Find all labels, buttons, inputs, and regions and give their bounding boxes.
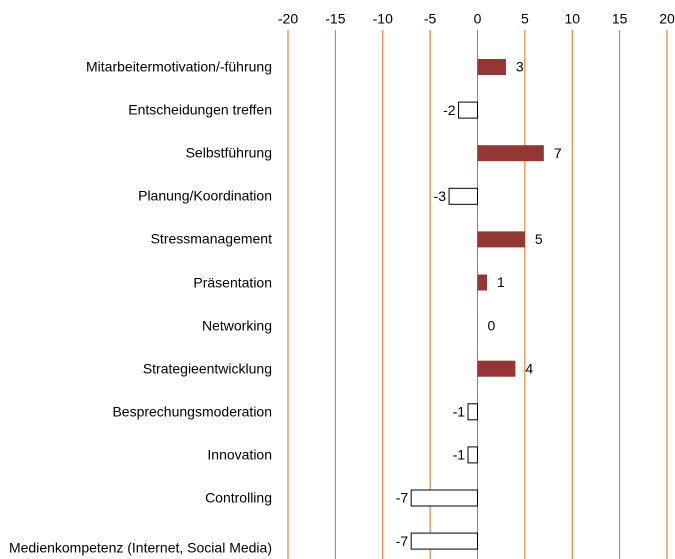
bar [477, 231, 525, 248]
x-tick-label: -10 [373, 11, 393, 27]
bar [410, 489, 478, 507]
category-label: Mitarbeitermotivation/-führung [86, 58, 272, 75]
category-label: Controlling [205, 489, 272, 506]
category-label: Besprechungsmoderation [112, 403, 272, 420]
x-tick-label: 15 [612, 11, 628, 27]
category-label: Networking [201, 317, 272, 334]
value-label: 5 [535, 231, 543, 247]
bar [467, 446, 478, 464]
category-label: Selbstführung [185, 144, 272, 161]
value-label: -3 [434, 188, 447, 204]
category-label: Innovation [207, 446, 272, 463]
x-tick-label: 0 [474, 11, 482, 27]
category-label: Strategieentwicklung [142, 360, 272, 377]
category-label: Planung/Koordination [138, 187, 272, 204]
value-label: -1 [453, 404, 466, 420]
x-tick-label: -5 [424, 11, 437, 27]
value-label: -7 [396, 533, 409, 549]
bar [410, 532, 478, 550]
value-label: -1 [453, 447, 466, 463]
bar [477, 145, 544, 162]
bar [458, 101, 478, 119]
x-tick-label: -20 [278, 11, 298, 27]
bar [477, 360, 516, 377]
bar [448, 187, 479, 205]
x-tick-label: 10 [564, 11, 580, 27]
value-label: -2 [443, 102, 456, 118]
value-label: 0 [488, 317, 496, 333]
value-label: 7 [554, 145, 562, 161]
x-tick-label: -15 [325, 11, 345, 27]
category-label: Entscheidungen treffen [128, 101, 272, 118]
x-tick-label: 5 [521, 11, 529, 27]
bar [477, 274, 487, 291]
value-label: 4 [525, 360, 533, 376]
category-label: Präsentation [193, 274, 272, 290]
bar [477, 59, 506, 75]
bar [467, 403, 478, 421]
category-label: Medienkompetenz (Internet, Social Media) [8, 539, 272, 556]
value-label: -7 [396, 490, 409, 506]
value-label: 3 [516, 59, 524, 75]
category-label: Stressmanagement [150, 230, 272, 247]
value-label: 1 [497, 274, 505, 290]
x-tick-label: 20 [659, 11, 675, 27]
